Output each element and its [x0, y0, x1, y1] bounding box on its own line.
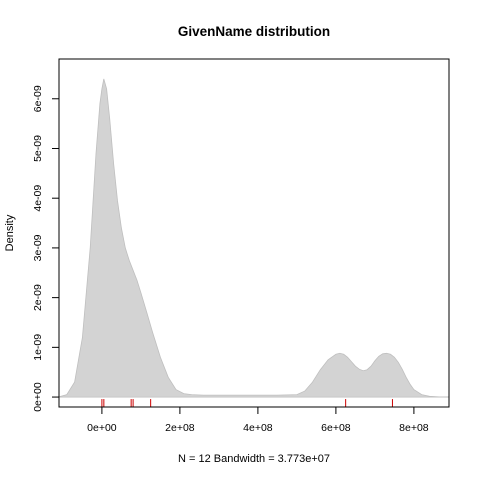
y-axis: 0e+00 1e-09 2e-09 3e-09 4e-09 5e-09 6e-09	[32, 85, 60, 412]
y-tick-label-3: 3e-09	[32, 234, 44, 261]
x-tick-label-1: 2e+08	[165, 422, 195, 434]
y-tick-label-2: 2e-09	[32, 284, 44, 311]
x-tick-label-4: 8e+08	[399, 422, 429, 434]
x-axis-label: N = 12 Bandwidth = 3.773e+07	[178, 453, 330, 465]
chart-title: GivenName distribution	[178, 24, 330, 39]
y-axis-label: Density	[4, 214, 16, 251]
x-axis: 0e+00 2e+08 4e+08 6e+08 8e+08	[87, 406, 429, 434]
plot-area	[57, 78, 449, 407]
density-area-0	[57, 78, 444, 398]
x-tick-label-0: 0e+00	[87, 422, 117, 434]
y-tick-label-1: 1e-09	[32, 334, 44, 361]
y-tick-label-4: 4e-09	[32, 185, 44, 212]
y-tick-label-5: 5e-09	[32, 135, 44, 162]
x-tick-label-2: 4e+08	[243, 422, 273, 434]
x-tick-label-3: 6e+08	[321, 422, 351, 434]
y-tick-label-0: 0e+00	[32, 382, 44, 412]
y-tick-label-6: 6e-09	[32, 85, 44, 112]
